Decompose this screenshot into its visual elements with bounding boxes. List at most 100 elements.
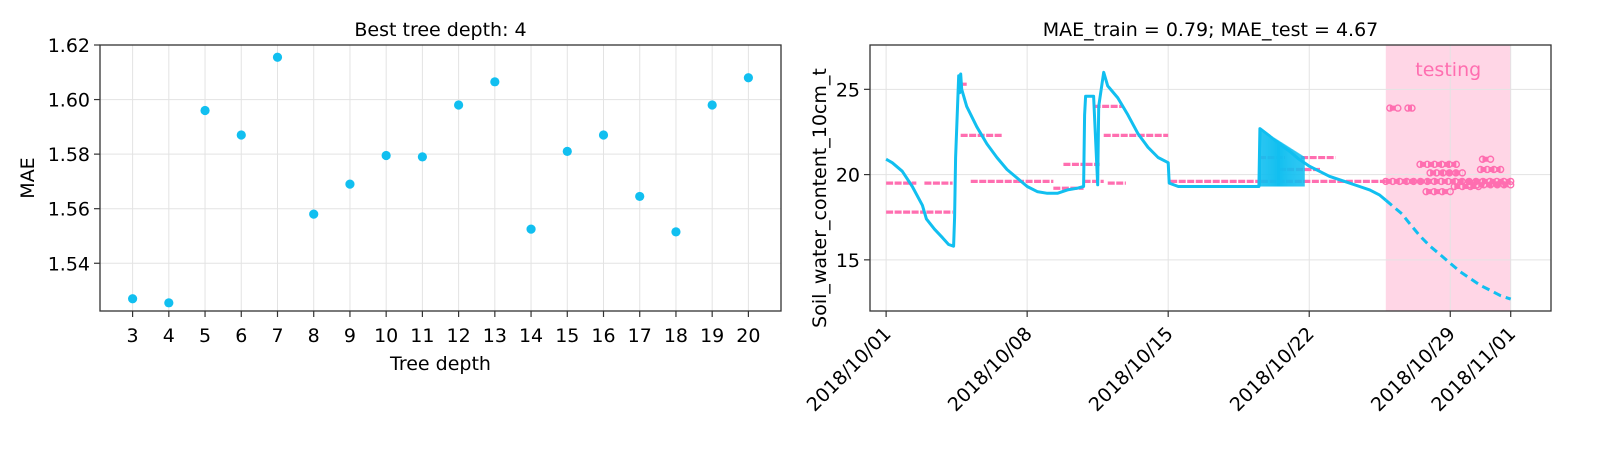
observed-train-line (885, 70, 1387, 248)
chart-title: MAE_train = 0.79; MAE_test = 4.67 (1043, 19, 1379, 41)
predicted-test-marker (1444, 177, 1452, 186)
predicted-test-marker (1404, 104, 1412, 112)
predicted-test-marker (1430, 187, 1438, 196)
data-point (345, 179, 355, 189)
x-tick-label: 10 (374, 325, 398, 347)
data-point (490, 77, 500, 87)
data-point (272, 52, 283, 62)
y-tick-label: 20 (836, 165, 860, 187)
predicted-test-marker (1402, 177, 1411, 186)
x-tick-label: 13 (483, 325, 507, 347)
x-tick-label: 6 (235, 325, 247, 347)
mae-vs-depth-panel: 3 4 5 6 7 8 9 10 11 12 13 14 15 16 17 18 19 20 1.54 1.56 1.5… (17, 19, 782, 375)
predicted-test-marker (1478, 155, 1487, 163)
y-tick-label: 15 (836, 250, 860, 272)
data-point (309, 209, 319, 219)
x-tick-label: 14 (519, 325, 543, 347)
y-tick-label: 1.60 (48, 90, 90, 112)
predicted-test-marker (1438, 187, 1446, 196)
predicted-test-marker (1458, 169, 1467, 177)
predicted-test-marker (1479, 177, 1487, 186)
data-point (200, 105, 210, 116)
x-tick-label: 2018/10/01 (803, 323, 896, 416)
x-tick-label: 11 (410, 325, 434, 347)
predicted-test-marker (1423, 177, 1432, 186)
predicted-test-marker (1450, 182, 1458, 191)
x-tick-label: 8 (308, 325, 320, 347)
y-axis-label: Soil_water_content_10cm_t (809, 68, 831, 328)
data-point (562, 146, 572, 156)
data-point (635, 191, 645, 202)
x-tick-label: 2018/10/22 (1226, 323, 1319, 416)
x-tick-label: 16 (591, 325, 615, 347)
predicted-test-marker (1458, 182, 1467, 191)
x-tick-label: 19 (700, 325, 724, 347)
predicted-test-marker (1386, 104, 1394, 112)
observed-test-line (1384, 199, 1512, 301)
predicted-test-marker (1416, 177, 1425, 186)
predicted-test-marker (1422, 187, 1430, 196)
data-point (164, 298, 174, 308)
x-tick-label: 2018/10/15 (1085, 323, 1178, 416)
data-point (381, 150, 391, 161)
predicted-test-marker (1490, 165, 1498, 174)
predicted-test-marker (1423, 160, 1431, 169)
predicted-test-marker (1496, 165, 1505, 174)
predicted-test-marker (1416, 160, 1424, 169)
predicted-test-marker (1394, 104, 1402, 112)
data-point (707, 100, 717, 110)
data-point (128, 294, 138, 304)
y-tick-label: 1.62 (48, 35, 90, 57)
y-tick-label: 1.54 (48, 253, 90, 275)
predicted-test-marker (1451, 177, 1459, 186)
predicted-test-marker (1452, 160, 1461, 169)
predicted-test-marker (1473, 181, 1481, 189)
data-point (236, 130, 246, 140)
predicted-test-marker (1493, 177, 1501, 186)
x-tick-label: 7 (271, 325, 283, 347)
predicted-test-marker (1437, 177, 1446, 186)
y-axis-label: MAE (17, 157, 39, 198)
predicted-test-marker (1409, 177, 1418, 186)
predicted-test-marker (1438, 160, 1446, 169)
predicted-test-marker (1458, 177, 1466, 186)
predicted-test-marker (1486, 177, 1494, 186)
predicted-test-marker (1500, 181, 1508, 189)
x-tick-label: 5 (199, 325, 211, 347)
x-tick-label: 2018/10/08 (944, 323, 1037, 416)
x-tick-label: 15 (555, 325, 579, 347)
x-tick-label: 17 (628, 325, 652, 347)
x-tick-label: 12 (447, 325, 471, 347)
data-point (454, 100, 464, 110)
predicted-test-marker (1408, 104, 1416, 112)
predicted-test-marker (1389, 177, 1397, 186)
predicted-test-marker (1507, 181, 1515, 189)
predicted-test-marker (1430, 177, 1439, 186)
x-tick-label: 18 (664, 325, 688, 347)
x-axis-label: Tree depth (389, 353, 491, 375)
predicted-test-marker (1486, 181, 1495, 189)
x-tick-label: 3 (127, 325, 139, 347)
predicted-test-marker (1445, 160, 1453, 169)
predicted-test-marker (1476, 165, 1485, 174)
predicted-test-marker (1483, 165, 1491, 174)
data-point (743, 73, 753, 83)
predicted-test-marker (1430, 160, 1439, 169)
data-point (671, 227, 681, 237)
predicted-test-marker (1395, 177, 1404, 186)
x-tick-label: 20 (736, 325, 760, 347)
predicted-test-marker (1480, 181, 1488, 189)
data-point (417, 152, 427, 162)
predicted-test-marker (1486, 155, 1495, 163)
x-tick-label: 4 (163, 325, 175, 347)
predicted-test-marker (1507, 177, 1515, 186)
data-point (598, 130, 609, 140)
x-tick-label: 9 (344, 325, 356, 347)
data-point (526, 224, 536, 234)
chart-title: Best tree depth: 4 (354, 19, 526, 41)
y-tick-label: 25 (836, 79, 860, 101)
plot-frame (869, 44, 1552, 312)
soil-water-panel: 2018/10/01 2018/10/08 2018/10/15 2018/10/22… (803, 19, 1552, 416)
plot-frame (99, 44, 782, 312)
